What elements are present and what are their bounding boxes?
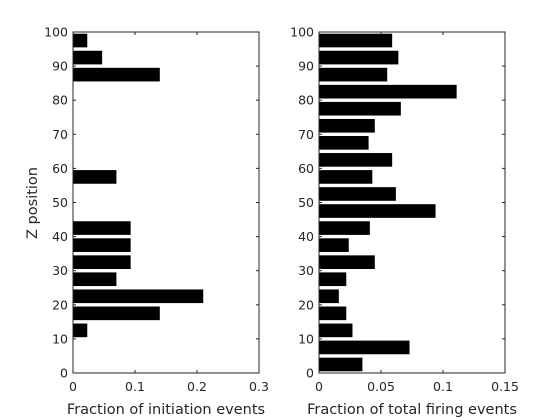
initiation-y-tick-label: 90 (52, 59, 68, 74)
firing-bar-2 (319, 324, 352, 338)
firing-events-panel: 0 0.05 0.1 0.15 0 10 20 30 40 50 60 70 80 90 100 Fract… (290, 25, 519, 419)
firing-x-axis-label: Fraction of total firing events (307, 402, 517, 418)
firing-y-tick-label: 40 (298, 229, 314, 244)
initiation-bar-10 (73, 34, 87, 48)
initiation-y-tick-label: 10 (52, 331, 68, 346)
initiation-y-tick-label: 0 (60, 366, 68, 381)
firing-y-tick-label: 60 (298, 161, 314, 176)
firing-bar-12 (319, 153, 392, 167)
initiation-y-tick-label: 80 (52, 93, 68, 108)
initiation-bar-7 (73, 170, 116, 184)
firing-x-tick-label: 0 (315, 379, 323, 394)
firing-bars (319, 34, 457, 372)
initiation-y-tick-label: 40 (52, 229, 68, 244)
initiation-bar-8 (73, 68, 160, 82)
firing-bar-0 (319, 358, 362, 372)
initiation-x-tick-label: 0.1 (125, 379, 145, 394)
initiation-bar-2 (73, 289, 203, 303)
initiation-bar-9 (73, 51, 102, 65)
firing-y-tick-label: 30 (298, 263, 314, 278)
initiation-x-axis-label: Fraction of initiation events (67, 402, 265, 418)
firing-bar-19 (319, 34, 392, 48)
initiation-x-tick-label: 0.2 (187, 379, 207, 394)
initiation-bar-3 (73, 272, 116, 286)
firing-x-tick-label: 0.05 (367, 379, 395, 394)
initiation-y-tick-label: 20 (52, 297, 68, 312)
z-position-y-axis-label: Z position (25, 167, 41, 239)
firing-y-tick-label: 0 (306, 366, 314, 381)
firing-bar-11 (319, 170, 372, 184)
firing-bar-7 (319, 238, 349, 252)
firing-y-tick-label: 90 (298, 59, 314, 74)
firing-y-tick-label: 20 (298, 297, 314, 312)
firing-bar-14 (319, 119, 375, 133)
initiation-x-tick-label: 0 (69, 379, 77, 394)
firing-y-tick-label: 80 (298, 93, 314, 108)
firing-bar-13 (319, 136, 369, 150)
initiation-y-tick-label: 60 (52, 161, 68, 176)
firing-x-tick-label: 0.15 (491, 379, 519, 394)
firing-bar-8 (319, 221, 370, 235)
firing-bar-1 (319, 341, 410, 355)
firing-bar-17 (319, 68, 387, 82)
initiation-y-tick-label: 30 (52, 263, 68, 278)
firing-bar-4 (319, 289, 339, 303)
firing-bar-10 (319, 187, 396, 201)
initiation-axes-box (73, 32, 259, 373)
firing-x-tick-label: 0.1 (433, 379, 453, 394)
initiation-y-tick-label: 70 (52, 127, 68, 142)
firing-bar-18 (319, 51, 398, 65)
firing-bar-3 (319, 307, 346, 321)
firing-y-tick-label: 70 (298, 127, 314, 142)
firing-bar-15 (319, 102, 401, 116)
initiation-events-panel: 0 0.1 0.2 0.3 0 10 20 30 40 50 60 70 80 90 100 Fractio… (25, 25, 269, 419)
firing-bar-16 (319, 85, 457, 99)
firing-y-tick-label: 50 (298, 195, 314, 210)
initiation-x-tick-label: 0.3 (249, 379, 269, 394)
firing-y-tick-label: 10 (298, 331, 314, 346)
initiation-y-tick-label: 100 (44, 25, 68, 40)
firing-axes-box (319, 32, 505, 373)
initiation-bar-5 (73, 238, 131, 252)
initiation-bar-1 (73, 307, 160, 321)
initiation-bar-4 (73, 255, 131, 269)
initiation-bars (73, 34, 203, 337)
initiation-y-tick-label: 50 (52, 195, 68, 210)
initiation-bar-0 (73, 324, 87, 338)
firing-bar-6 (319, 255, 375, 269)
firing-y-tick-label: 100 (290, 25, 314, 40)
firing-bar-9 (319, 204, 436, 218)
firing-bar-5 (319, 272, 346, 286)
initiation-bar-6 (73, 221, 131, 235)
